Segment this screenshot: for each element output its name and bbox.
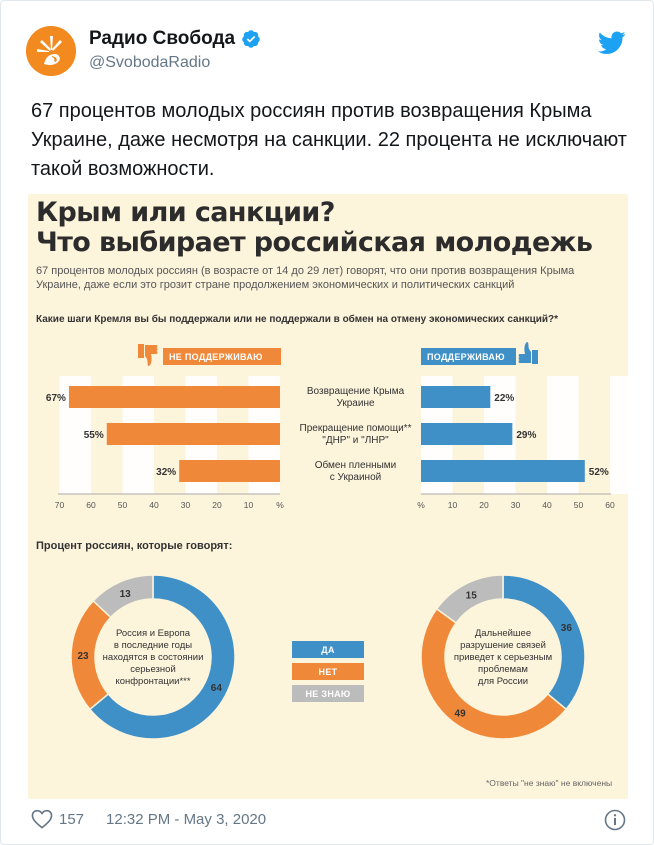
radio-svoboda-logo (26, 26, 76, 76)
donut-center-label: в последние годы (114, 640, 192, 651)
donut-center-label: Россия и Европа (116, 628, 191, 639)
tick-label-right: 50 (574, 500, 584, 510)
donut-center-label: для России (478, 676, 528, 687)
donut-value-label: 49 (455, 708, 467, 719)
timestamp[interactable]: 12:32 PM - May 3, 2020 (106, 810, 267, 828)
tick-label-right: % (417, 500, 425, 510)
bar-label-support: 22% (494, 393, 514, 404)
info-icon[interactable] (604, 809, 626, 831)
legend-dont-know: НЕ ЗНАЮ (292, 685, 364, 702)
not-support-label: НЕ ПОДДЕРЖИВАЮ (163, 348, 281, 365)
author-handle[interactable]: @SvobodaRadio (89, 54, 211, 71)
donut-center-label: приведет к серьезным (454, 652, 552, 663)
donut-center-label: серьезной (130, 664, 176, 675)
donut-center-label: разрушение связей (460, 640, 546, 651)
footnote: *Ответы "не знаю" не включены (486, 778, 613, 788)
donut-center-label: конфронтации*** (115, 676, 190, 687)
tick-label-right: 60 (605, 500, 615, 510)
infographic-image[interactable]: Крым или санкции? Что выбирает российска… (28, 194, 628, 799)
bar-category-label: Украине (336, 398, 375, 409)
bar-not-support (106, 423, 280, 445)
tick-label-right: 20 (479, 500, 489, 510)
donut-value-label: 23 (77, 651, 89, 662)
donut-slice (88, 574, 236, 740)
donut-slice (420, 607, 568, 740)
donut-question: Процент россиян, которые говорят: (36, 540, 233, 552)
tick-label-left: 70 (55, 500, 65, 510)
donut-center-label: Дальнейшее (475, 628, 531, 639)
bar-category-label: Возвращение Крыма (307, 386, 405, 397)
avatar[interactable] (26, 26, 76, 76)
bar-category-label: с Украиной (330, 472, 381, 483)
bar-label-not-support: 32% (156, 467, 176, 478)
thumbs-down-icon (138, 344, 158, 366)
tick-label-left: 10 (244, 500, 254, 510)
bar-chart-question: Какие шаги Кремля вы бы поддержали или н… (36, 314, 559, 325)
tweet-footer: 157 12:32 PM - May 3, 2020 (31, 809, 266, 829)
donut-value-label: 64 (211, 683, 223, 694)
bar-category-label: Обмен пленными (315, 459, 397, 471)
legend-yes: ДА (292, 641, 364, 658)
twitter-bird-icon[interactable] (598, 31, 626, 55)
like-count[interactable]: 157 (59, 810, 85, 828)
verified-badge-icon (242, 30, 260, 48)
tick-label-left: 50 (118, 500, 128, 510)
tweet-text: 67 процентов молодых россиян против возв… (31, 100, 627, 180)
author-name-row[interactable]: Радио Свобода (89, 28, 261, 50)
tick-label-left: 60 (86, 500, 96, 510)
donut-slice (92, 574, 154, 619)
bar-label-support: 29% (516, 430, 536, 441)
heart-icon[interactable] (31, 809, 53, 829)
bar-not-support (179, 460, 280, 482)
bar-category-label: "ДНР" и "ЛНР" (322, 435, 389, 446)
donut-value-label: 13 (120, 589, 132, 600)
bar-support (421, 386, 491, 408)
bar-label-not-support: 55% (84, 430, 104, 441)
tick-label-right: 30 (511, 500, 521, 510)
tick-label-left: 30 (181, 500, 191, 510)
author-name[interactable]: Радио Свобода (89, 28, 236, 49)
bar-support (421, 423, 513, 445)
infographic-title-line2: Что выбирает российская молодежь (36, 227, 593, 258)
infographic-subtitle: 67 процентов молодых россиян (в возрасте… (36, 265, 575, 291)
bar-label-not-support: 67% (46, 393, 66, 404)
donut-center-label: находятся в состоянии (103, 652, 204, 663)
tick-label-right: 10 (448, 500, 458, 510)
tick-label-left: % (276, 500, 284, 510)
bar-label-support: 52% (589, 467, 609, 478)
infographic-title: Крым или санкции? Что выбирает российска… (36, 197, 593, 258)
author-block: Радио Свобода @SvobodaRadio (89, 28, 261, 72)
donut-value-label: 36 (561, 623, 573, 634)
tick-label-left: 20 (212, 500, 222, 510)
bar-support (421, 460, 585, 482)
donut-value-label: 15 (466, 591, 478, 602)
grid-stripe-right (610, 376, 628, 494)
legend-no: НЕТ (292, 663, 364, 680)
donut-center (447, 601, 559, 713)
support-label: ПОДДЕРЖИВАЮ (421, 348, 516, 365)
bar-category-label: Прекращение помощи** (300, 423, 412, 434)
bar-not-support (68, 386, 280, 408)
tick-label-right: 40 (542, 500, 552, 510)
donut-center-label: проблемам (478, 664, 528, 675)
donut-center (97, 601, 209, 713)
tick-label-left: 40 (149, 500, 159, 510)
donut-slice (435, 574, 504, 624)
thumbs-up-icon (518, 342, 538, 364)
infographic-title-line1: Крым или санкции? (36, 197, 335, 228)
